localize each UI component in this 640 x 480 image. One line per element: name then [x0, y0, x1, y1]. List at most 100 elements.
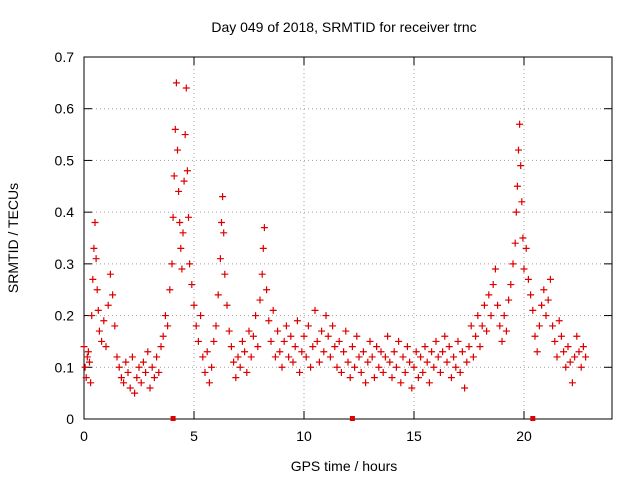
data-point [331, 343, 339, 351]
data-point [582, 353, 590, 361]
data-point [289, 358, 297, 366]
data-point [302, 353, 310, 361]
data-point [176, 218, 184, 226]
data-point [245, 327, 253, 335]
x-axis-marker [530, 416, 536, 421]
data-point [247, 353, 255, 361]
data-point [269, 306, 277, 314]
y-tick-label: 0.4 [55, 204, 75, 220]
data-point [480, 301, 488, 309]
data-point [287, 332, 295, 340]
data-point [86, 358, 93, 366]
data-point [142, 368, 150, 376]
data-point [92, 255, 100, 263]
data-point [381, 353, 389, 361]
y-axis-label: SRMTID / TECUs [5, 183, 21, 293]
data-point [135, 363, 143, 371]
data-point [428, 348, 436, 356]
data-point [88, 312, 96, 320]
data-point [170, 172, 178, 180]
data-point [496, 322, 504, 330]
data-point [419, 368, 427, 376]
y-tick-label: 0.7 [55, 49, 75, 65]
data-point [260, 224, 268, 232]
data-point [370, 374, 378, 382]
y-tick-label: 0.6 [55, 101, 75, 117]
data-point [522, 244, 530, 252]
data-point [461, 384, 469, 392]
data-point [89, 275, 97, 283]
data-point [82, 374, 90, 382]
data-point [304, 322, 312, 330]
data-point [463, 358, 471, 366]
data-point [309, 343, 317, 351]
data-point [518, 198, 526, 206]
data-point [529, 306, 537, 314]
data-point [351, 363, 359, 371]
data-point [346, 374, 354, 382]
data-point [439, 348, 447, 356]
data-point [133, 374, 141, 382]
data-point [472, 332, 480, 340]
data-point [205, 379, 213, 387]
data-point [282, 322, 290, 330]
data-point [357, 368, 365, 376]
data-point [190, 301, 198, 309]
data-point [403, 343, 411, 351]
data-point [500, 312, 508, 320]
data-point [414, 374, 422, 382]
data-point [278, 363, 286, 371]
data-point [535, 322, 543, 330]
data-point [208, 363, 216, 371]
data-point [362, 379, 370, 387]
x-tick-label: 15 [406, 428, 422, 444]
data-point [192, 322, 200, 330]
data-point [478, 322, 486, 330]
plot-frame [83, 56, 613, 420]
data-point [174, 146, 181, 154]
data-point [259, 244, 267, 252]
data-point [511, 239, 519, 247]
data-point [194, 337, 202, 345]
data-point [397, 379, 405, 387]
data-point [216, 255, 224, 263]
data-point [474, 312, 482, 320]
data-point [412, 348, 420, 356]
data-point [359, 348, 367, 356]
data-point [441, 332, 449, 340]
data-point [432, 337, 440, 345]
data-point [434, 353, 442, 361]
data-point [271, 353, 279, 361]
data-point [95, 327, 103, 335]
data-point [126, 384, 134, 392]
data-point [150, 374, 158, 382]
data-point [544, 296, 552, 304]
data-point [214, 291, 222, 299]
data-point [399, 353, 407, 361]
data-point [375, 363, 383, 371]
data-point [467, 322, 475, 330]
data-point [221, 270, 229, 278]
data-point [489, 281, 497, 289]
data-point [227, 343, 235, 351]
data-point [512, 208, 520, 216]
y-tick-label: 0.2 [55, 308, 75, 324]
data-point [384, 332, 392, 340]
x-tick-label: 10 [296, 428, 312, 444]
data-point [421, 343, 429, 351]
data-point [180, 177, 188, 185]
x-tick-label: 20 [516, 428, 532, 444]
data-point [456, 368, 464, 376]
data-point [533, 348, 541, 356]
data-point [157, 343, 165, 351]
data-point [232, 374, 240, 382]
data-point [81, 363, 89, 371]
data-point [219, 193, 227, 201]
data-point [520, 265, 528, 273]
data-point [315, 358, 323, 366]
data-point [335, 337, 343, 345]
data-point [91, 218, 99, 226]
data-point [164, 322, 172, 330]
data-point [386, 358, 394, 366]
